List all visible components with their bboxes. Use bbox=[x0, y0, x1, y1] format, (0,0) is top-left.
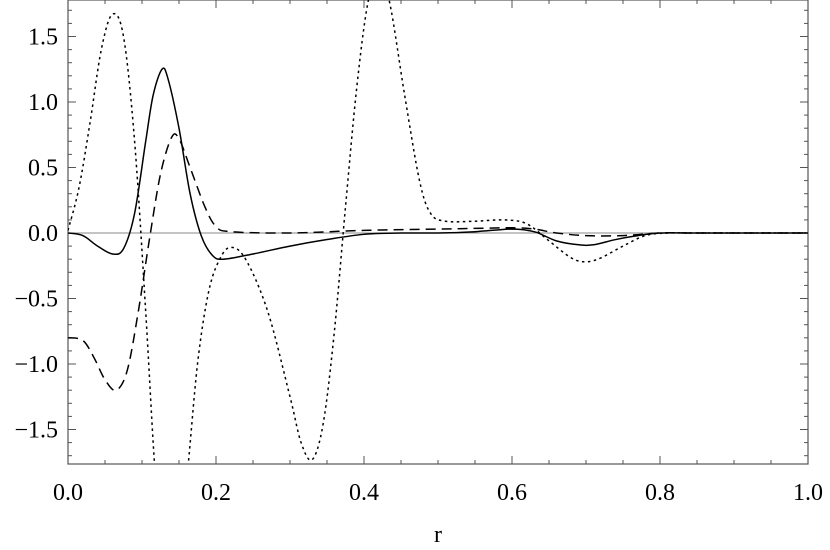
axis-ticks bbox=[67, 0, 809, 464]
x-tick-label: 0.0 bbox=[53, 480, 83, 506]
y-tick-label: −1.5 bbox=[14, 418, 58, 444]
y-tick-label: 1.5 bbox=[28, 25, 58, 51]
series-line-dashed bbox=[68, 133, 808, 392]
series-line-solid bbox=[68, 67, 808, 261]
x-tick-label: 1.0 bbox=[793, 480, 823, 506]
y-tick-label: 1.0 bbox=[28, 90, 58, 116]
y-tick-label: −0.5 bbox=[14, 287, 58, 313]
plot-frame bbox=[67, 0, 809, 465]
tick-labels: 0.0 0.2 0.4 0.6 0.8 1.0 1.5 1.0 0.5 0.0 −0.5 −1.0 −1… bbox=[14, 25, 823, 507]
series-layer bbox=[68, 0, 808, 464]
x-tick-label: 0.6 bbox=[497, 480, 527, 506]
x-tick-label: 0.4 bbox=[349, 480, 379, 506]
series-line-dotted bbox=[68, 0, 808, 464]
y-tick-label: 0.5 bbox=[28, 156, 58, 182]
y-tick-label: 0.0 bbox=[28, 221, 58, 247]
x-tick-label: 0.2 bbox=[201, 480, 231, 506]
x-axis-label: r bbox=[434, 522, 442, 548]
x-tick-label: 0.8 bbox=[645, 480, 675, 506]
y-tick-label: −1.0 bbox=[14, 352, 58, 378]
